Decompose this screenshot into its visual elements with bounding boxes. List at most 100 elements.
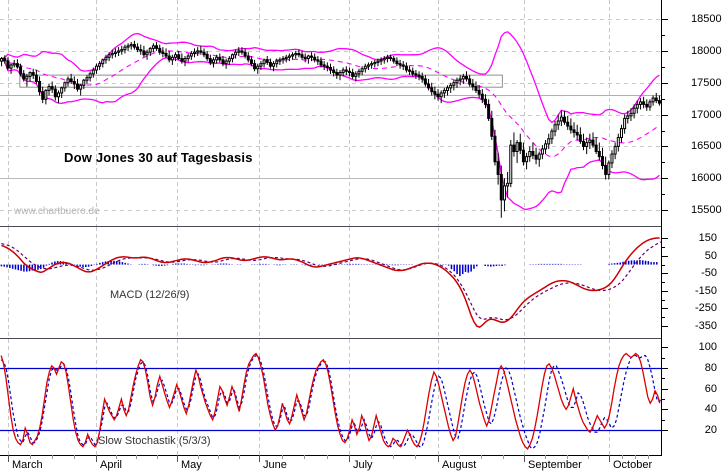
- stochastic-label: Slow Stochastik (5/3/3): [98, 435, 211, 447]
- y-tick-mark: [661, 368, 668, 369]
- y-tick-mark: [661, 273, 668, 274]
- x-minor-tick: [327, 455, 328, 459]
- x-axis-month-may: May: [181, 459, 202, 471]
- y-tick-mark: [661, 347, 668, 348]
- x-minor-tick: [218, 455, 219, 459]
- x-month-tick: [609, 455, 610, 462]
- x-minor-tick: [503, 455, 504, 459]
- panel-divider-2: [0, 338, 661, 339]
- x-minor-tick: [74, 455, 75, 459]
- x-month-tick: [96, 455, 97, 462]
- y-tick-mark: [661, 430, 668, 431]
- x-minor-tick: [415, 455, 416, 459]
- x-axis-month-july: July: [353, 459, 373, 471]
- y-tick-label: 100: [698, 341, 717, 354]
- y-minor-tick: [661, 99, 665, 100]
- x-minor-tick: [567, 455, 568, 459]
- y-tick-label: 18000: [691, 44, 722, 57]
- x-minor-tick: [198, 455, 199, 459]
- x-axis-month-september: September: [528, 459, 582, 471]
- x-minor-tick: [459, 455, 460, 459]
- y-minor-tick: [661, 317, 665, 318]
- macd-plot-area: [0, 227, 661, 338]
- x-minor-tick: [282, 455, 283, 459]
- y-minor-tick: [661, 300, 665, 301]
- y-tick-label: 15500: [691, 204, 722, 217]
- y-tick-label: 16000: [691, 172, 722, 185]
- x-month-tick: [438, 455, 439, 462]
- x-minor-tick: [588, 455, 589, 459]
- y-tick-label: -150: [694, 284, 717, 297]
- x-minor-tick: [30, 455, 31, 459]
- x-axis-month-march: March: [12, 459, 43, 471]
- stochastic-panel: Slow Stochastik (5/3/3): [0, 339, 661, 455]
- y-minor-tick: [661, 162, 665, 163]
- y-minor-tick: [661, 67, 665, 68]
- stochastic-plot-area: [0, 339, 661, 455]
- y-tick-label: -350: [694, 319, 717, 332]
- y-minor-tick: [661, 194, 665, 195]
- x-axis-line: [0, 455, 662, 456]
- y-tick-mark: [661, 51, 668, 52]
- y-minor-tick: [661, 131, 665, 132]
- y-minor-tick: [661, 378, 665, 379]
- x-axis-month-april: April: [100, 459, 123, 471]
- y-minor-tick: [661, 35, 665, 36]
- watermark: www.chartbuero.de: [14, 206, 100, 217]
- x-minor-tick: [239, 455, 240, 459]
- y-tick-mark: [661, 83, 668, 84]
- y-tick-label: 80: [704, 362, 717, 374]
- y-minor-tick: [661, 247, 665, 248]
- macd-label: MACD (12/26/9): [110, 289, 190, 301]
- y-tick-label: 17000: [691, 108, 722, 121]
- y-tick-label: 50: [704, 249, 717, 262]
- x-axis-month-june: June: [263, 459, 287, 471]
- x-axis-month-august: August: [442, 459, 477, 471]
- y-tick-mark: [661, 326, 668, 327]
- x-minor-tick: [136, 455, 137, 459]
- x-month-tick: [177, 455, 178, 462]
- y-tick-label: 16500: [691, 140, 722, 153]
- x-month-tick: [259, 455, 260, 462]
- x-minor-tick: [371, 455, 372, 459]
- y-axis-spine: [661, 0, 662, 456]
- y-minor-tick: [661, 399, 665, 400]
- x-minor-tick: [157, 455, 158, 459]
- y-minor-tick: [661, 358, 665, 359]
- y-tick-label: 20: [704, 424, 717, 437]
- y-tick-label: 40: [704, 403, 717, 416]
- y-minor-tick: [661, 420, 665, 421]
- x-month-tick: [8, 455, 9, 462]
- price-plot-area: [0, 0, 661, 226]
- x-minor-tick: [648, 455, 649, 459]
- y-tick-mark: [661, 210, 668, 211]
- page-title: Dow Jones 30 auf Tagesbasis: [64, 150, 253, 165]
- x-minor-tick: [393, 455, 394, 459]
- y-tick-mark: [661, 291, 668, 292]
- x-axis: March April May June July August September Octo…: [0, 455, 723, 476]
- y-axis-labels: 18500 18000 17500 17000 16500 16000 15500 150 50…: [661, 0, 723, 476]
- y-tick-mark: [661, 146, 668, 147]
- x-minor-tick: [304, 455, 305, 459]
- y-tick-mark: [661, 409, 668, 410]
- macd-panel: MACD (12/26/9): [0, 227, 661, 338]
- y-tick-mark: [661, 256, 668, 257]
- y-tick-label: -50: [701, 267, 717, 280]
- y-tick-label: -250: [694, 302, 717, 315]
- x-month-tick: [349, 455, 350, 462]
- y-tick-label: 17500: [691, 76, 722, 89]
- y-tick-label: 60: [704, 382, 717, 395]
- x-minor-tick: [545, 455, 546, 459]
- y-minor-tick: [661, 265, 665, 266]
- x-month-tick: [524, 455, 525, 462]
- x-minor-tick: [116, 455, 117, 459]
- x-axis-month-october: October: [613, 459, 653, 471]
- x-minor-tick: [52, 455, 53, 459]
- y-minor-tick: [661, 282, 665, 283]
- panel-divider-1: [0, 226, 661, 227]
- x-minor-tick: [635, 455, 636, 459]
- y-tick-mark: [661, 238, 668, 239]
- y-tick-mark: [661, 389, 668, 390]
- y-tick-label: 18500: [691, 13, 722, 26]
